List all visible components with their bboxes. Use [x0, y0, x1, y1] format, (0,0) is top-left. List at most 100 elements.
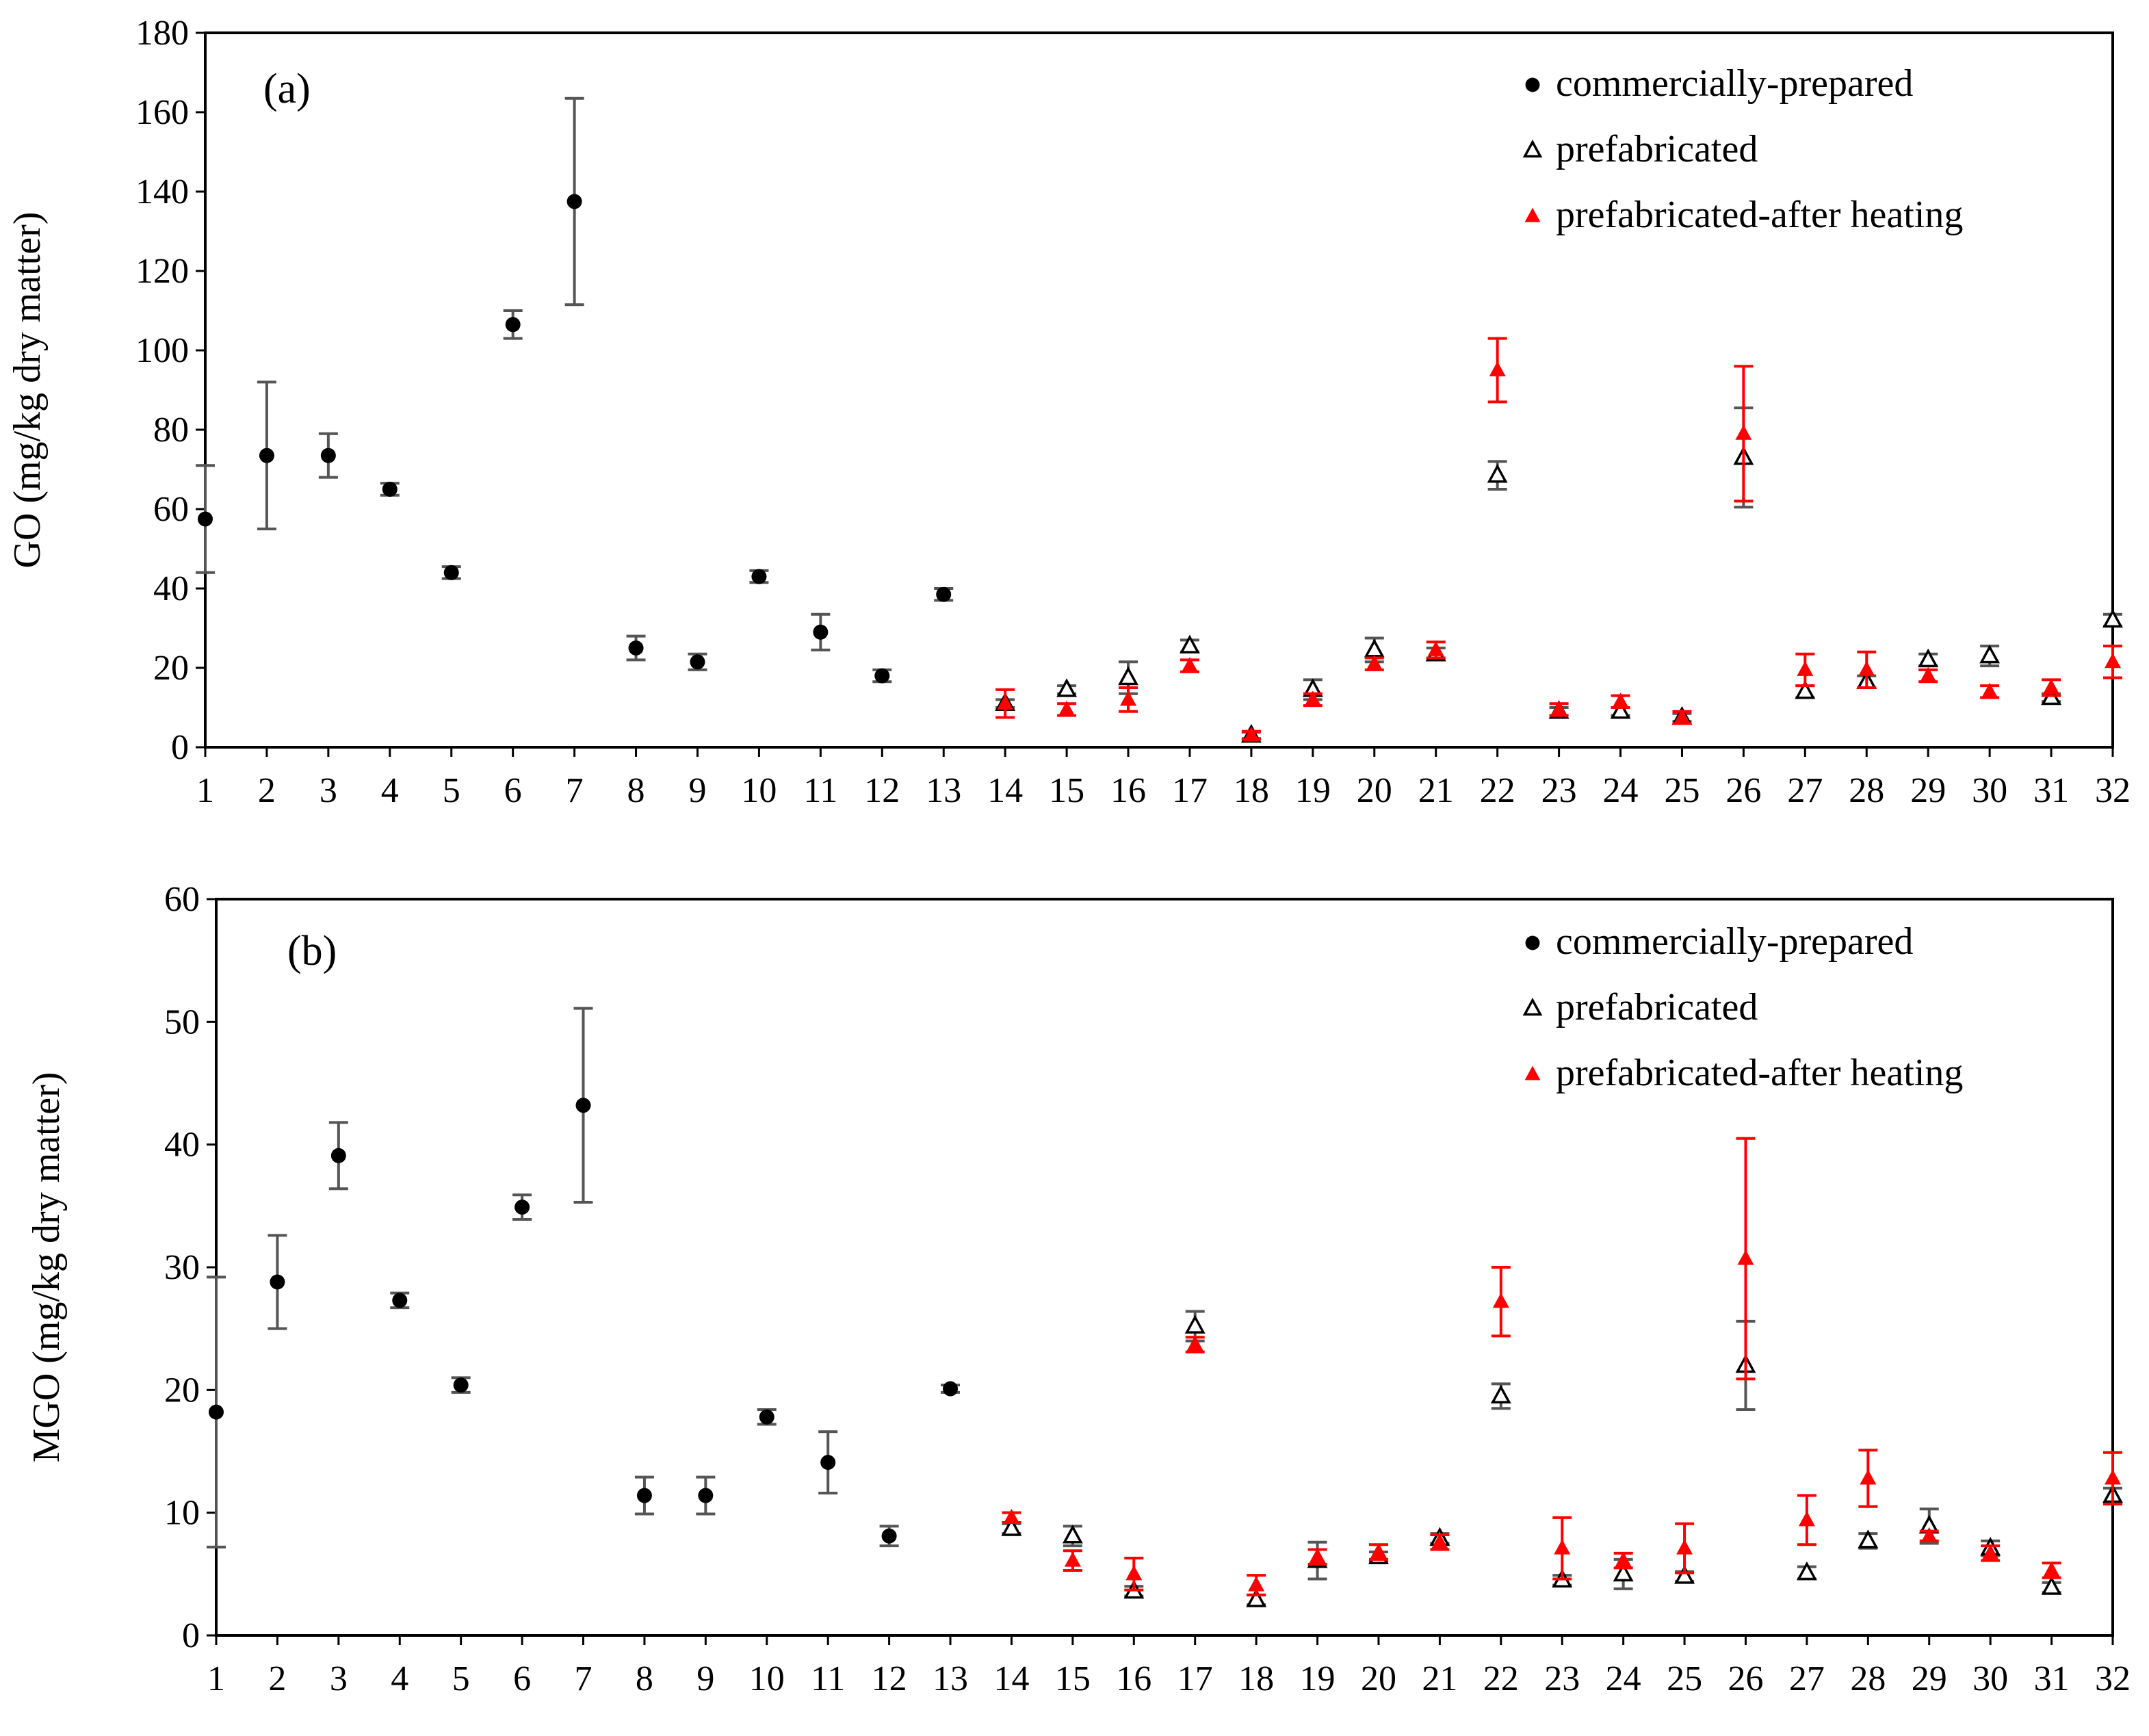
x-tick-label: 6	[504, 771, 522, 810]
x-tick-label: 2	[268, 1659, 286, 1698]
data-point	[566, 194, 582, 209]
data-point	[1242, 726, 1260, 742]
data-point	[515, 1200, 530, 1215]
x-tick-label: 25	[1667, 1659, 1702, 1698]
data-point	[636, 1488, 652, 1503]
legend-label: prefabricated-after heating	[1556, 194, 1963, 236]
data-point	[1058, 700, 1076, 716]
x-tick-label: 28	[1849, 771, 1884, 810]
x-tick-label: 12	[864, 771, 900, 810]
data-point	[1364, 638, 1385, 658]
data-point	[2105, 1469, 2121, 1485]
y-tick-label: 0	[171, 728, 189, 767]
y-tick-label: 40	[164, 1126, 200, 1165]
data-point	[259, 448, 274, 463]
data-point	[1304, 690, 1321, 706]
x-tick-label: 4	[391, 1659, 408, 1698]
series-commercially-prepared	[207, 1007, 961, 1549]
x-tick-label: 28	[1850, 1659, 1886, 1698]
data-point	[1370, 1543, 1387, 1559]
x-tick-label: 4	[381, 771, 399, 810]
x-tick-label: 23	[1544, 1659, 1580, 1698]
data-point	[270, 1274, 285, 1290]
x-tick-label: 20	[1357, 771, 1392, 810]
x-tick-label: 14	[987, 771, 1023, 810]
x-tick-label: 7	[566, 771, 584, 810]
data-point	[751, 569, 767, 584]
data-point	[1613, 1562, 1634, 1582]
x-tick-label: 5	[452, 1659, 470, 1698]
y-tick-label: 120	[135, 252, 189, 291]
legend-marker	[1525, 935, 1540, 950]
x-tick-label: 27	[1787, 771, 1823, 810]
data-point	[2102, 608, 2123, 628]
x-tick-label: 1	[196, 771, 214, 810]
data-point	[1979, 644, 2001, 664]
x-tick-label: 18	[1238, 1659, 1274, 1698]
x-tick-label: 6	[513, 1659, 531, 1698]
legend-label: prefabricated-after heating	[1556, 1052, 1963, 1094]
data-point	[505, 317, 521, 333]
data-point	[1674, 1565, 1695, 1584]
data-point	[1797, 660, 1814, 676]
data-point	[1858, 660, 1875, 676]
x-tick-label: 27	[1789, 1659, 1825, 1698]
x-tick-label: 8	[636, 1659, 653, 1698]
x-tick-label: 16	[1116, 1659, 1151, 1698]
data-point	[1615, 1551, 1632, 1567]
data-point	[1246, 1588, 1267, 1607]
y-tick-label: 30	[164, 1248, 200, 1287]
data-point	[1676, 1539, 1693, 1555]
x-tick-label: 19	[1295, 771, 1331, 810]
data-point	[1610, 700, 1631, 719]
panel-label: (b)	[287, 928, 337, 974]
data-point	[330, 1148, 346, 1163]
data-point	[1056, 678, 1078, 697]
data-point	[453, 1377, 469, 1393]
data-point	[1427, 640, 1444, 656]
x-tick-label: 18	[1234, 771, 1269, 810]
data-point	[1981, 682, 1998, 698]
x-tick-label: 24	[1606, 1659, 1641, 1698]
data-point	[1489, 361, 1506, 376]
x-tick-label: 20	[1361, 1659, 1396, 1698]
legend: commercially-prepared prefabricated prefab…	[1522, 920, 1963, 1094]
data-point	[943, 1381, 959, 1397]
x-tick-label: 10	[749, 1659, 785, 1698]
y-tick-label: 180	[135, 14, 189, 53]
data-point	[1858, 1529, 1879, 1549]
x-tick-label: 11	[803, 771, 837, 810]
y-tick-label: 40	[153, 569, 189, 608]
data-point	[1860, 1469, 1877, 1485]
data-point	[1920, 666, 1937, 682]
data-point	[1248, 1576, 1265, 1592]
data-point	[1180, 634, 1200, 653]
legend-label: prefabricated	[1556, 986, 1758, 1028]
data-point	[1918, 648, 1939, 668]
data-point	[1798, 1511, 1815, 1527]
x-tick-label: 21	[1422, 1659, 1457, 1698]
data-point	[443, 565, 459, 580]
data-point	[1003, 1508, 1020, 1524]
plot-frame	[204, 31, 2114, 749]
data-point	[813, 624, 829, 640]
data-point	[1431, 1533, 1448, 1549]
series-prefabricated-after-heating	[995, 337, 2122, 742]
x-tick-label: 25	[1664, 771, 1699, 810]
x-tick-label: 17	[1177, 1659, 1213, 1698]
data-point	[1062, 1525, 1083, 1544]
x-tick-label: 23	[1541, 771, 1577, 810]
data-point	[1920, 1527, 1938, 1542]
data-point	[1309, 1548, 1326, 1564]
data-point	[820, 1455, 836, 1471]
legend-marker	[1522, 997, 1543, 1016]
data-point	[1737, 1249, 1754, 1265]
data-point	[881, 1528, 897, 1544]
data-point	[1487, 464, 1508, 483]
series-commercially-prepared	[196, 96, 954, 684]
x-tick-label: 8	[627, 771, 645, 810]
data-point	[1125, 1565, 1143, 1581]
